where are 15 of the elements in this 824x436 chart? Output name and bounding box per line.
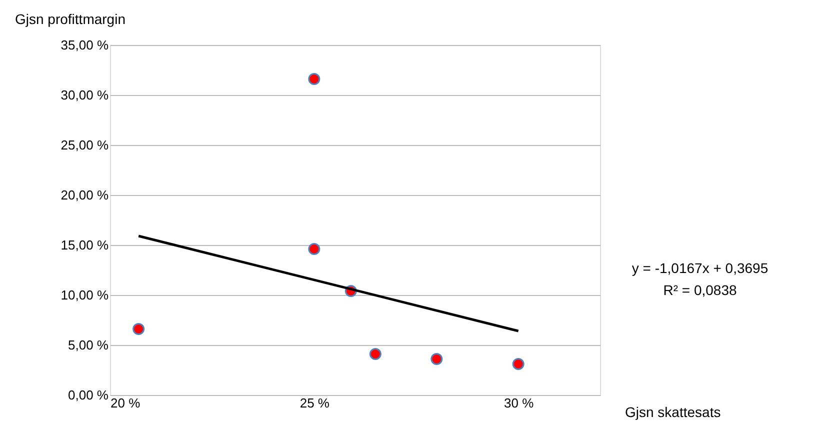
x-tick-label: 25 % (300, 396, 330, 410)
y-tick-label: 20,00 % (60, 188, 109, 202)
y-tick-label: 30,00 % (60, 88, 109, 102)
y-tick-label: 5,00 % (68, 338, 109, 352)
text: y = -1,0167x + 0,3695 (632, 260, 768, 276)
y-axis-title: Gjsn profittmargin (15, 11, 126, 27)
y-tick-label: 10,00 % (60, 288, 109, 302)
y-tick-label: 35,00 % (60, 38, 109, 52)
y-tick-label: 15,00 % (60, 238, 109, 252)
y-tick-label: 25,00 % (60, 138, 109, 152)
y-tick-label: 0,00 % (68, 388, 109, 402)
x-axis-title: Gjsn skattesats (625, 404, 721, 420)
text: R² = 0,0838 (663, 282, 737, 298)
x-tick-label: 20 % (110, 396, 141, 410)
x-tick-label: 30 % (504, 396, 534, 410)
